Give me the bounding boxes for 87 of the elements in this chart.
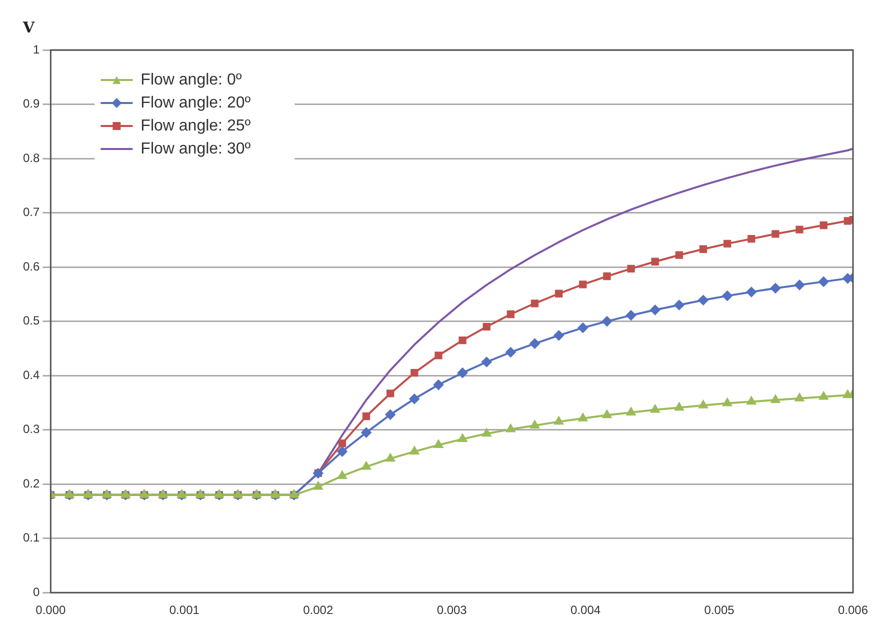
x-tick-label: 0.000 [36,603,66,618]
point [602,316,612,326]
point [386,454,395,462]
x-tick-label: 0.004 [570,603,601,618]
y-tick-label: 0.3 [22,422,40,436]
point [362,462,371,470]
y-tick-label: 0.7 [22,205,40,220]
point [795,393,804,402]
x-tick-label: 0.001 [169,603,200,618]
point [410,369,418,377]
point [530,300,539,308]
point [458,336,466,344]
y-tick-label: 0.4 [22,368,40,382]
point [675,251,683,259]
point [554,290,563,298]
point [722,290,732,301]
point [651,258,659,266]
point [433,380,444,390]
y-tick-label: 0.2 [22,476,40,490]
point [338,470,347,479]
point [434,440,443,448]
point [362,412,370,420]
point [385,410,396,420]
legend-label: Flow angle: 30º [140,140,251,158]
point [434,352,442,360]
point [579,280,587,288]
point [770,394,780,403]
point [482,356,492,367]
point [506,347,516,358]
point [337,446,348,457]
point [578,322,588,333]
point [772,230,780,238]
point [626,310,636,320]
point [386,390,394,398]
legend-label: Flow angle: 20º [140,94,251,112]
point [748,234,756,243]
y-tick-label: 0.9 [22,96,40,111]
point [818,276,829,287]
point [409,394,420,404]
point [506,310,515,318]
y-axis-title: V [22,18,35,36]
point [746,287,756,297]
point [820,221,828,230]
x-tick-label: 0.003 [436,603,468,618]
x-tick-label: 0.006 [838,603,868,618]
point [530,420,540,428]
point [650,304,660,315]
legend-label: Flow angle: 0º [140,71,242,88]
point [458,434,468,442]
point [361,428,372,438]
point [482,322,490,331]
point [626,407,636,416]
point [770,283,780,294]
point [819,392,828,400]
point [698,295,708,306]
point [458,368,468,378]
point [602,410,612,418]
point [794,280,805,290]
y-tick-label: 0.6 [22,259,40,274]
point [338,440,346,448]
point [723,240,732,248]
x-tick-label: 0.005 [704,603,735,618]
point [410,446,419,455]
point [554,416,564,425]
point [482,428,492,437]
x-tick-label: 0.002 [303,603,334,618]
point [578,413,588,422]
y-tick-label: 0.5 [22,314,40,328]
point [314,482,323,490]
y-tick-label: 0 [32,584,40,599]
point [796,226,804,234]
point [506,424,516,432]
point [554,330,564,340]
point [603,272,611,280]
point [699,245,708,253]
y-tick-label: 0.1 [22,530,40,545]
point [674,402,684,411]
legend-label: Flow angle: 25º [140,117,251,134]
point [746,396,756,405]
point [674,300,684,310]
point [627,264,635,272]
y-tick-label: 0.8 [22,150,40,165]
point [530,338,540,349]
point [650,404,660,413]
y-tick-label: 1 [32,42,40,56]
point [722,398,732,406]
point [698,400,708,408]
